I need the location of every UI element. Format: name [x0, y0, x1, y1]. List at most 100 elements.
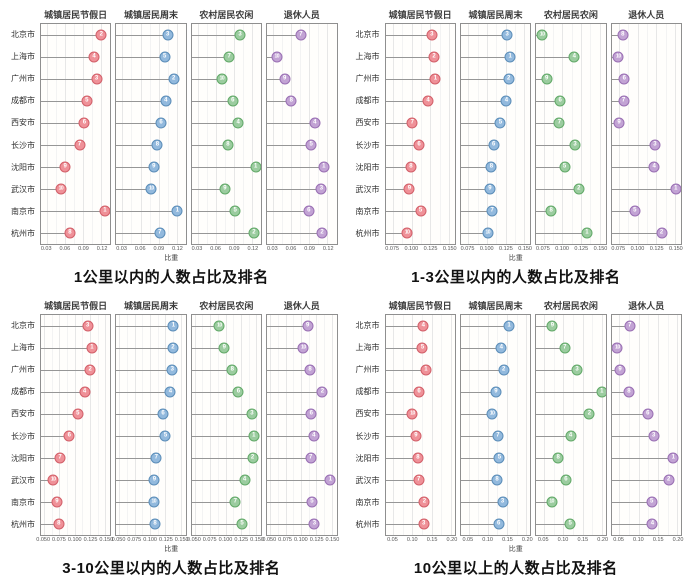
rank-dot: 3 — [162, 29, 174, 41]
stem-line — [536, 123, 560, 124]
stem-line — [611, 211, 635, 212]
stem-line — [460, 35, 508, 36]
rank-dot: 7 — [154, 227, 166, 239]
stem-line — [267, 458, 311, 459]
stem-line — [191, 348, 225, 349]
rank-dot: 1 — [324, 474, 336, 486]
city-labels: 北京市 上海市 广州市 成都市 西安市 长沙市 沈阳市 武汉市 南京市 杭州市 — [3, 23, 38, 245]
gridline — [165, 315, 167, 535]
rank-dot: 6 — [305, 408, 317, 420]
gridline — [44, 315, 46, 535]
chart-3-to-10km: 城镇居民节假日 城镇居民周末 农村居民农闲 退休人员 北京市 上海市 广州市 成都市 西安市长… — [0, 291, 345, 582]
gridline-minor — [514, 24, 516, 244]
panel-header: 城镇居民周末 — [124, 301, 179, 311]
panel-headers-row: 城镇居民节假日 城镇居民周末 农村居民农闲 退休人员 — [348, 298, 685, 314]
panel-header: 城镇居民节假日 — [44, 301, 108, 311]
gridline-minor — [308, 315, 310, 535]
rank-dot: 10 — [148, 496, 160, 508]
gridline-minor — [439, 24, 441, 244]
gridline — [215, 24, 217, 244]
rank-dot: 1 — [250, 161, 262, 173]
stem-line — [191, 57, 230, 58]
rank-dot: 4 — [646, 518, 658, 530]
stem-line — [116, 370, 173, 371]
stem-line — [460, 57, 511, 58]
label-spacer — [3, 246, 38, 254]
stem-line — [460, 211, 493, 212]
stem-line — [116, 480, 155, 481]
stem-line — [611, 233, 662, 234]
rank-dot: 4 — [88, 51, 100, 63]
city-label: 武汉市 — [11, 476, 35, 486]
rank-dot: 4 — [79, 386, 91, 398]
gridline — [47, 24, 49, 244]
gridline-minor — [478, 315, 480, 535]
rank-dot: 2 — [498, 364, 510, 376]
gridline — [158, 24, 160, 244]
rank-dot: 7 — [406, 117, 418, 129]
rank-dot: 6 — [227, 95, 239, 107]
tick-label: 0.075 — [536, 246, 550, 252]
lollipop-panel: 3 2 1 4 7 6 8 9 5 10 — [384, 23, 456, 245]
tick-strip: 0.05 0.10 0.15 0.20 — [535, 537, 608, 545]
city-label: 长沙市 — [355, 431, 380, 441]
rank-dot: 3 — [418, 518, 430, 530]
rank-dot: 10 — [216, 73, 228, 85]
tick-label: 0.06 — [285, 246, 297, 252]
rank-dot: 4 — [500, 95, 512, 107]
gridline-minor — [667, 315, 669, 535]
stem-line — [536, 233, 587, 234]
tick-strip: 0.050 0.075 0.100 0.125 0.150 — [262, 537, 339, 545]
tick-label: 0.10 — [633, 537, 644, 543]
rank-dot: 7 — [559, 342, 571, 354]
stem-line — [267, 480, 331, 481]
stem-line — [41, 79, 97, 80]
tick-label: 0.100 — [293, 537, 308, 543]
gridline — [619, 315, 621, 535]
rank-dot: 2 — [316, 227, 328, 239]
stem-line — [41, 392, 85, 393]
city-label: 北京市 — [11, 320, 35, 330]
panel-header: 城镇居民周末 — [468, 301, 523, 311]
stem-line — [460, 123, 501, 124]
city-label: 杭州市 — [11, 229, 35, 239]
gridline-minor — [277, 315, 279, 535]
gridline — [675, 24, 677, 244]
stem-line — [116, 233, 160, 234]
tick-label: 0.10 — [557, 537, 569, 543]
stem-line — [385, 326, 424, 327]
stem-line — [611, 79, 625, 80]
stem-line — [385, 458, 418, 459]
rank-dot: 4 — [308, 430, 320, 442]
gridline — [657, 315, 659, 535]
city-label: 杭州市 — [11, 520, 35, 530]
rank-dot: 6 — [642, 408, 654, 420]
stem-line — [267, 348, 304, 349]
tick-label: 0.075 — [278, 537, 292, 543]
stem-line — [536, 57, 575, 58]
rank-dot: 9 — [410, 430, 422, 442]
stem-line — [267, 167, 324, 168]
tick-strip: 0.05 0.10 0.15 0.20 — [385, 537, 457, 545]
city-label: 广州市 — [11, 74, 35, 83]
stem-line — [116, 57, 165, 58]
tick-label: 0.15 — [502, 537, 513, 543]
gridline-minor — [74, 24, 76, 244]
gridline — [331, 315, 333, 535]
rank-dot: 3 — [246, 408, 258, 420]
city-label: 沈阳市 — [11, 162, 35, 172]
city-label: 西安市 — [11, 118, 35, 128]
stem-line — [385, 502, 425, 503]
city-label: 武汉市 — [355, 185, 380, 195]
stem-line — [41, 480, 54, 481]
gridline — [451, 315, 453, 535]
rank-dot: 4 — [239, 474, 251, 486]
rank-dot: 10 — [611, 342, 623, 354]
stem-line — [385, 57, 434, 58]
city-label: 武汉市 — [355, 476, 380, 486]
rank-dot: 4 — [232, 117, 244, 129]
rank-dot: 9 — [219, 183, 231, 195]
stem-line — [536, 101, 561, 102]
tick-label: 0.125 — [309, 537, 324, 543]
